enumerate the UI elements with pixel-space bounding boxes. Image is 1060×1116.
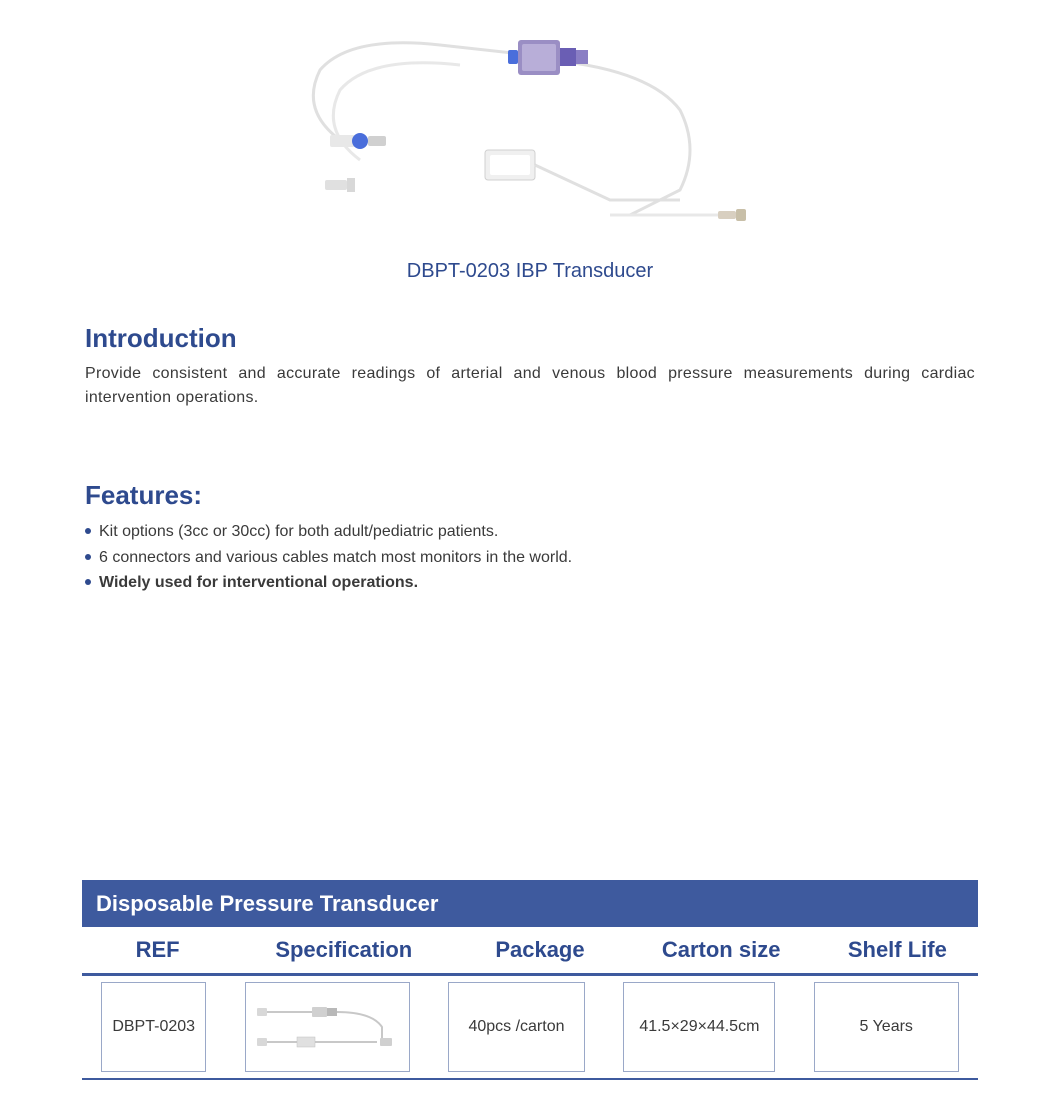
- features-heading: Features:: [85, 480, 975, 511]
- cell-spec: [245, 982, 410, 1072]
- table-title: Disposable Pressure Transducer: [96, 891, 438, 917]
- table-title-bar: Disposable Pressure Transducer: [82, 880, 978, 927]
- col-header-ref: REF: [83, 937, 233, 963]
- cell-shelf: 5 Years: [814, 982, 959, 1072]
- col-header-shelf: Shelf Life: [817, 937, 977, 963]
- product-caption: DBPT-0203 IBP Transducer: [0, 260, 1060, 283]
- col-header-carton: Carton size: [626, 937, 816, 963]
- feature-item: Kit options (3cc or 30cc) for both adult…: [85, 519, 975, 545]
- cell-carton: 41.5×29×44.5cm: [623, 982, 775, 1072]
- introduction-heading: Introduction: [85, 323, 975, 354]
- product-image-area: [0, 0, 1060, 250]
- cell-pkg: 40pcs /carton: [448, 982, 585, 1072]
- spec-thumbnail-icon: [252, 992, 402, 1062]
- table-column-headers: REF Specification Package Carton size Sh…: [82, 927, 978, 976]
- product-transducer-image: [290, 20, 770, 230]
- feature-item: Widely used for interventional operation…: [85, 570, 975, 596]
- col-header-pkg: Package: [455, 937, 625, 963]
- cell-ref: DBPT-0203: [101, 982, 206, 1072]
- features-list: Kit options (3cc or 30cc) for both adult…: [85, 519, 975, 596]
- table-row: DBPT-0203 40pcs /carton 41.5×29×44.5cm 5…: [82, 976, 978, 1080]
- introduction-text: Provide consistent and accurate readings…: [85, 362, 975, 410]
- feature-item: 6 connectors and various cables match mo…: [85, 545, 975, 571]
- spec-table: Disposable Pressure Transducer REF Speci…: [82, 880, 978, 1080]
- col-header-spec: Specification: [234, 937, 454, 963]
